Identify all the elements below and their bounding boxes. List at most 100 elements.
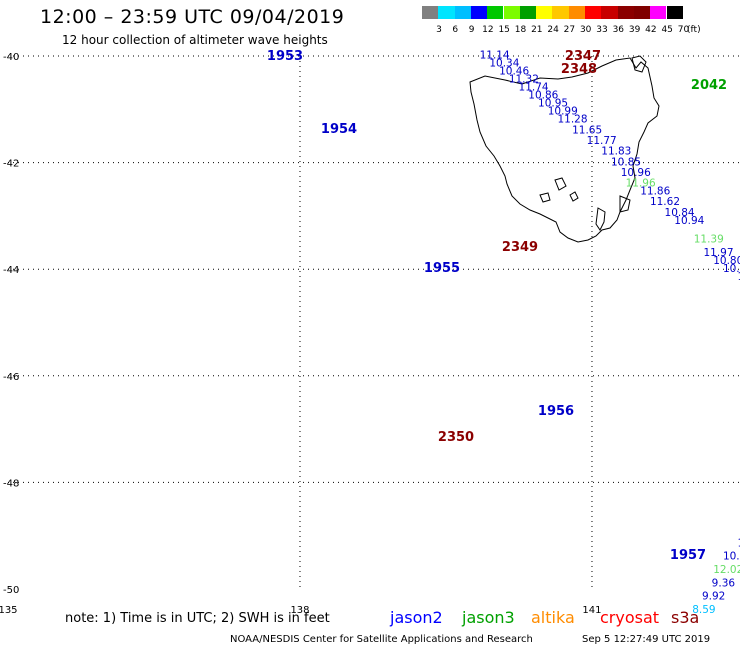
swh-value: 10.46 — [499, 66, 529, 78]
flinders-island — [631, 55, 647, 73]
legend-label: 36 — [612, 25, 625, 35]
tasmania-coastline — [469, 55, 660, 243]
pass-time-label: 2348 — [561, 62, 597, 77]
swh-value: 10.94 — [674, 215, 704, 227]
legend-swatch — [422, 6, 439, 19]
swh-value: 8.59 — [692, 604, 715, 616]
legend-swatch — [601, 6, 618, 19]
legend-label: 45 — [661, 25, 673, 35]
satellite-legend-cryosat: cryosat — [600, 608, 660, 627]
swh-value: 11.97 — [703, 247, 733, 259]
legend-swatch — [617, 6, 634, 19]
satellite-legend-jason2: jason2 — [390, 608, 443, 627]
legend-label: 6 — [452, 25, 459, 35]
legend-label: 15 — [498, 25, 510, 35]
swh-value: 11.62 — [650, 196, 680, 208]
satellite-legend-jason3: jason3 — [462, 608, 515, 627]
tasman-peninsula — [619, 195, 631, 213]
lat-tick-label: -50 — [3, 585, 19, 596]
swh-value: 10.01 — [738, 537, 740, 549]
swh-value: 10.86 — [528, 90, 558, 102]
lon-tick-label: 141 — [582, 605, 601, 616]
swh-value: 11.28 — [557, 114, 587, 126]
swh-value: 11.74 — [519, 82, 549, 94]
legend-label: 3 — [436, 25, 442, 35]
generation-timestamp: Sep 5 12:27:49 UTC 2019 — [582, 634, 711, 645]
pass-time-label: 1954 — [321, 122, 357, 137]
swh-value: 11.39 — [694, 234, 724, 246]
legend-label: 39 — [628, 25, 641, 35]
satellite-legend-s3a: s3a — [671, 608, 700, 627]
pass-time-label: 1955 — [424, 261, 460, 276]
legend-swatch — [487, 6, 504, 19]
lake-2 — [539, 192, 551, 203]
pass-time-label: 1953 — [267, 49, 303, 64]
legend-label: 21 — [531, 25, 543, 35]
satellite-legend-altika: altika — [531, 608, 575, 627]
pass-time-label: 2349 — [502, 240, 538, 255]
legend-swatch — [585, 6, 602, 19]
legend-swatch — [552, 6, 569, 19]
legend-swatch — [633, 6, 651, 19]
swh-value: 10.89 — [738, 271, 740, 283]
lake-3 — [569, 191, 579, 202]
legend-swatch — [454, 6, 471, 19]
swh-value: 9.92 — [702, 591, 725, 603]
footer-note: note: 1) Time is in UTC; 2) SWH is in fe… — [65, 611, 330, 626]
lat-tick-label: -42 — [3, 159, 19, 170]
swh-value: 10.84 — [665, 207, 695, 219]
lat-tick-label: -48 — [3, 478, 19, 489]
swh-value: 10.34 — [489, 58, 519, 70]
swh-value: 10.80 — [713, 255, 740, 267]
swh-value: 10.99 — [548, 106, 578, 118]
swh-value: 11.83 — [601, 146, 631, 158]
swh-observations: 11.1410.3410.4611.3211.7410.8610.9510.99… — [480, 50, 740, 616]
lat-tick-label: -40 — [3, 52, 19, 63]
pass-time-label: 1956 — [538, 404, 574, 419]
pass-time-label: 2347 — [565, 49, 601, 64]
swh-value: 10.95 — [538, 98, 568, 110]
bruny-island — [595, 207, 606, 231]
lat-tick-label: -44 — [3, 265, 19, 276]
legend-label: 42 — [645, 25, 657, 35]
tasmania-outline — [469, 57, 660, 243]
legend-label: 27 — [563, 25, 576, 35]
pass-time-label: 1957 — [670, 548, 706, 563]
legend-swatch — [519, 6, 537, 19]
swh-value: 10.85 — [723, 263, 740, 275]
swh-value: 11.86 — [640, 186, 670, 198]
legend-label: 70 — [677, 25, 690, 35]
legend-swatch — [650, 6, 667, 19]
lake-1 — [554, 177, 567, 191]
swh-value: 11.14 — [480, 50, 510, 62]
legend-label: 9 — [468, 25, 475, 35]
swh-value: 11.65 — [572, 124, 602, 136]
pass-time-label: 2042 — [691, 78, 727, 93]
legend-swatch — [536, 6, 553, 19]
swh-value: 10.96 — [621, 167, 651, 179]
lat-lon-grid: 135138141144147150-40-42-44-46-48-50 — [0, 52, 740, 616]
pass-time-label: 2350 — [438, 430, 474, 445]
swh-value: 10.85 — [611, 156, 641, 168]
lat-tick-label: -46 — [3, 372, 19, 383]
lon-tick-label: 138 — [290, 605, 309, 616]
legend-label: 24 — [547, 25, 559, 35]
legend-swatch — [568, 6, 585, 19]
lon-tick-label: 135 — [0, 605, 18, 616]
swh-value: 12.02 — [713, 564, 740, 576]
legend-swatch — [666, 6, 683, 19]
legend-label: 30 — [579, 25, 592, 35]
legend-label: 12 — [482, 25, 494, 35]
swh-value: 11.32 — [509, 74, 539, 86]
credit-text: NOAA/NESDIS Center for Satellite Applica… — [230, 634, 533, 645]
legend-swatch — [438, 6, 455, 19]
legend-swatch — [503, 6, 520, 19]
legend-label: 18 — [514, 25, 527, 35]
legend-unit: (ft) — [687, 25, 701, 35]
swh-value: 10.23 — [723, 551, 740, 563]
legend-label: 33 — [596, 25, 608, 35]
page-title: 12:00 – 23:59 UTC 09/04/2019 — [40, 6, 345, 28]
swh-value: 11.96 — [626, 178, 656, 190]
